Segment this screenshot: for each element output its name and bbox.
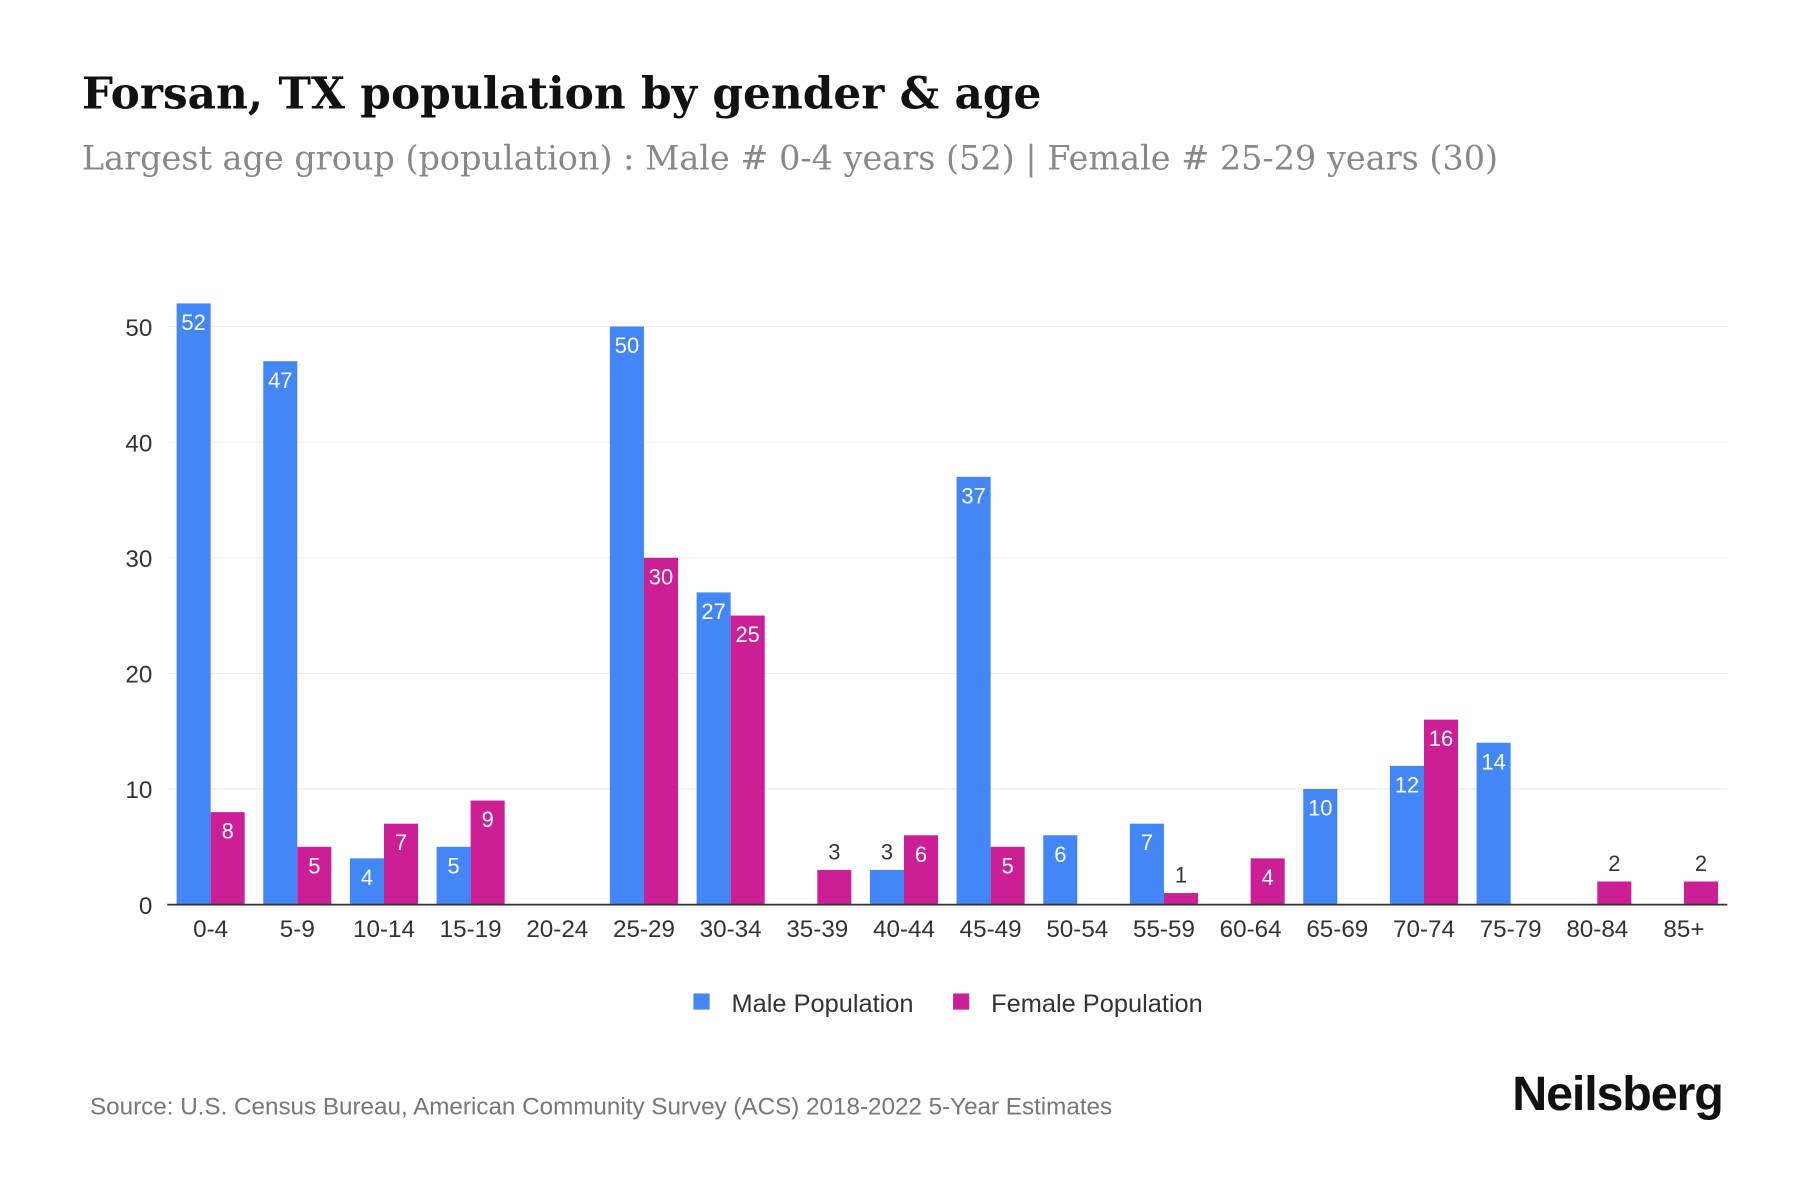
x-tick-label: 85+ bbox=[1663, 916, 1704, 943]
chart-subtitle: Largest age group (population) : Male # … bbox=[82, 139, 1498, 178]
bar-male bbox=[609, 326, 644, 905]
x-tick-label: 70-74 bbox=[1393, 916, 1455, 943]
data-label-male: 12 bbox=[1395, 772, 1419, 797]
y-tick-label: 20 bbox=[125, 662, 152, 689]
x-tick-label: 50-54 bbox=[1046, 916, 1108, 943]
bar-male bbox=[1476, 742, 1511, 905]
bar-male bbox=[1043, 835, 1078, 905]
data-label-male: 4 bbox=[361, 865, 373, 890]
bar-female bbox=[817, 869, 852, 905]
data-label-female: 4 bbox=[1262, 865, 1274, 890]
data-label-male: 27 bbox=[701, 599, 725, 624]
bar-female bbox=[1250, 858, 1285, 905]
data-label-female: 30 bbox=[649, 564, 673, 589]
x-tick-label: 65-69 bbox=[1306, 916, 1368, 943]
x-tick-label: 5-9 bbox=[280, 916, 315, 943]
data-label-male: 37 bbox=[961, 483, 985, 508]
neilsberg-logo: Neilsberg bbox=[1512, 1067, 1722, 1121]
legend-swatch-female bbox=[953, 993, 970, 1010]
data-label-female: 2 bbox=[1608, 851, 1620, 876]
x-tick-label: 25-29 bbox=[613, 916, 675, 943]
bar-female bbox=[210, 812, 245, 905]
data-label-male: 14 bbox=[1481, 749, 1505, 774]
y-axis: 0 10 20 30 40 50 bbox=[125, 315, 152, 920]
x-tick-label: 0-4 bbox=[193, 916, 228, 943]
bar-female bbox=[383, 823, 419, 905]
data-label-female: 25 bbox=[735, 622, 759, 647]
x-tick-label: 20-24 bbox=[526, 916, 588, 943]
data-label-male: 5 bbox=[448, 853, 460, 878]
data-label-female: 2 bbox=[1695, 851, 1707, 876]
data-label-male: 52 bbox=[181, 310, 205, 335]
bar-male bbox=[263, 361, 298, 905]
bar-female bbox=[990, 846, 1025, 905]
legend: Male Population Female Population bbox=[693, 990, 1203, 1018]
bar-male bbox=[1389, 765, 1424, 905]
y-tick-label: 50 bbox=[125, 315, 152, 342]
data-label-male: 10 bbox=[1308, 796, 1332, 821]
x-tick-label: 10-14 bbox=[353, 916, 415, 943]
y-tick-label: 30 bbox=[125, 546, 152, 573]
bar-male bbox=[176, 303, 211, 905]
legend-label-female: Female Population bbox=[991, 990, 1203, 1018]
y-tick-label: 0 bbox=[139, 893, 152, 920]
y-tick-label: 40 bbox=[125, 430, 152, 457]
bar-male bbox=[696, 592, 731, 905]
data-label-male: 7 bbox=[1141, 830, 1153, 855]
bar-male bbox=[436, 846, 471, 905]
legend-label-male: Male Population bbox=[732, 990, 914, 1018]
bar-male bbox=[869, 869, 904, 905]
source-note: Source: U.S. Census Bureau, American Com… bbox=[90, 1094, 1112, 1121]
x-tick-label: 15-19 bbox=[440, 916, 502, 943]
data-label-female: 9 bbox=[482, 807, 494, 832]
data-label-female: 16 bbox=[1429, 726, 1453, 751]
x-axis: 0-4 5-9 10-14 15-19 20-24 25-29 30-34 35-39 40-4… bbox=[193, 916, 1704, 943]
data-label-female: 1 bbox=[1175, 863, 1187, 888]
data-label-female: 6 bbox=[915, 842, 927, 867]
data-label-male: 3 bbox=[881, 840, 893, 865]
x-tick-label: 55-59 bbox=[1133, 916, 1195, 943]
data-label-male: 50 bbox=[615, 333, 639, 358]
data-label-female: 8 bbox=[222, 819, 234, 844]
chart-title: Forsan, TX population by gender & age bbox=[82, 68, 1041, 119]
data-label-female: 7 bbox=[395, 830, 407, 855]
y-tick-label: 10 bbox=[125, 777, 152, 804]
bar-female bbox=[1597, 881, 1632, 905]
x-tick-label: 30-34 bbox=[700, 916, 762, 943]
bar-male bbox=[1303, 789, 1338, 905]
bar-female bbox=[730, 615, 765, 905]
x-tick-label: 75-79 bbox=[1480, 916, 1542, 943]
x-tick-label: 60-64 bbox=[1220, 916, 1282, 943]
x-tick-label: 80-84 bbox=[1566, 916, 1628, 943]
bar-female bbox=[470, 800, 505, 905]
bar-female bbox=[1423, 719, 1459, 905]
x-tick-label: 45-49 bbox=[960, 916, 1022, 943]
bar-male bbox=[956, 476, 991, 905]
data-label-female: 5 bbox=[1002, 853, 1014, 878]
data-label-female: 3 bbox=[828, 840, 840, 865]
bar-female bbox=[1163, 893, 1199, 905]
bar-male bbox=[1129, 823, 1164, 905]
data-label-male: 47 bbox=[268, 368, 292, 393]
legend-swatch-male bbox=[693, 993, 710, 1010]
bar-female bbox=[643, 557, 679, 905]
bar-male bbox=[349, 858, 384, 905]
bar-female bbox=[297, 846, 332, 905]
bar-female bbox=[1683, 881, 1719, 905]
x-tick-label: 35-39 bbox=[786, 916, 848, 943]
bar-female bbox=[903, 835, 939, 905]
gridlines bbox=[167, 325, 1728, 790]
x-tick-label: 40-44 bbox=[873, 916, 935, 943]
data-label-male: 6 bbox=[1054, 842, 1066, 867]
data-label-female: 5 bbox=[308, 853, 320, 878]
